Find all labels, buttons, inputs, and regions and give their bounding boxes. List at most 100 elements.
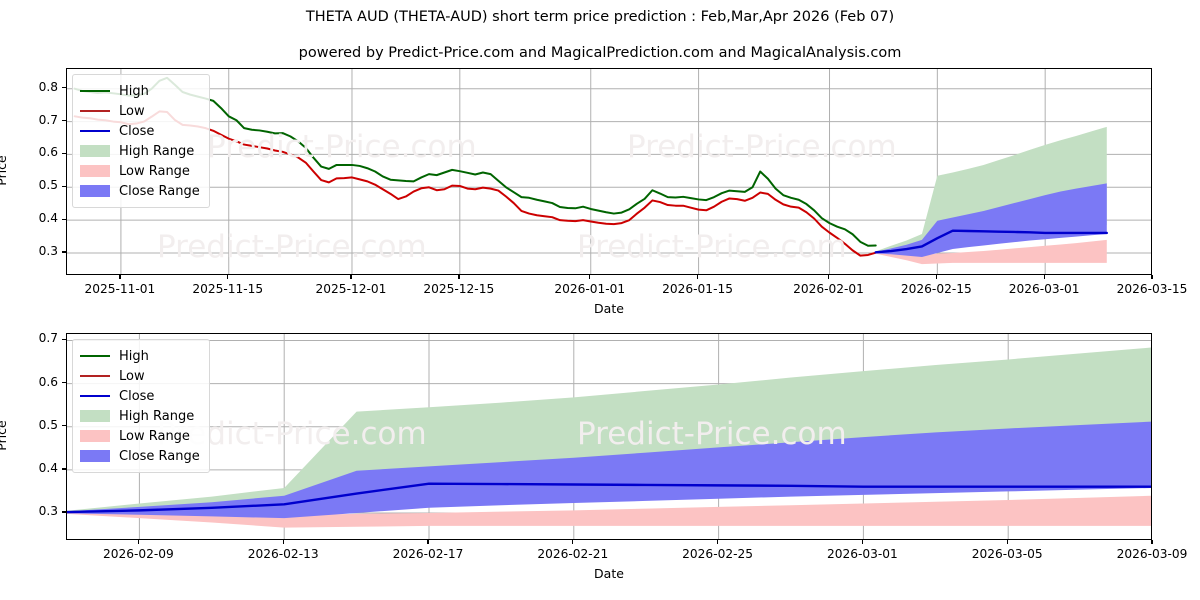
x-tick-mark <box>119 275 121 279</box>
legend-item[interactable]: High <box>80 81 200 101</box>
x-tick-label: 2025-11-15 <box>192 282 264 296</box>
x-tick-mark <box>1006 540 1008 544</box>
legend-item[interactable]: Low Range <box>80 426 200 446</box>
x-tick-mark <box>572 540 574 544</box>
x-tick-label: 2026-02-21 <box>537 547 609 561</box>
x-tick-label: 2026-03-05 <box>971 547 1043 561</box>
y-tick-mark <box>62 152 66 155</box>
overview-x-axis-label: Date <box>594 301 624 316</box>
overview-legend: High Low Close High Range Low Range Close Ran… <box>72 74 210 208</box>
legend-patch-swatch <box>80 430 110 442</box>
x-tick-label: 2026-02-15 <box>900 282 972 296</box>
y-tick-mark <box>62 468 66 470</box>
legend-item-label: Low <box>119 103 145 119</box>
y-tick-label: 0.5 <box>38 417 58 432</box>
y-tick-mark <box>62 185 66 187</box>
y-tick-label: 0.4 <box>38 460 58 475</box>
legend-item[interactable]: High Range <box>80 141 200 161</box>
x-tick-mark <box>227 275 229 279</box>
x-tick-label: 2025-12-15 <box>423 282 495 296</box>
x-tick-label: 2026-01-15 <box>662 282 733 296</box>
legend-item-label: High <box>119 83 149 99</box>
legend-item-label: High Range <box>119 143 195 159</box>
legend-item-label: Close Range <box>119 448 200 464</box>
legend-line-swatch <box>80 375 110 377</box>
legend-item-label: Low <box>119 368 145 384</box>
y-tick-label: 0.3 <box>38 244 58 258</box>
legend-item[interactable]: Close Range <box>80 181 200 201</box>
y-tick-label: 0.7 <box>38 331 58 346</box>
x-tick-mark <box>350 275 352 279</box>
legend-item[interactable]: Low Range <box>80 161 200 181</box>
forecast-x-axis-label: Date <box>594 566 624 581</box>
forecast-plot-svg <box>67 334 1151 539</box>
y-tick-label: 0.7 <box>38 112 58 127</box>
x-tick-mark <box>696 275 699 279</box>
legend-item[interactable]: High <box>80 346 200 366</box>
y-tick-mark <box>62 381 66 384</box>
y-tick-mark <box>62 218 66 220</box>
y-tick-label: 0.8 <box>38 79 58 94</box>
x-tick-label: 2026-03-01 <box>1008 282 1080 296</box>
legend-item[interactable]: Close Range <box>80 446 200 466</box>
y-tick-label: 0.6 <box>38 374 58 389</box>
legend-line-swatch <box>80 110 110 112</box>
x-tick-mark <box>827 275 830 279</box>
x-tick-label: 2026-02-01 <box>793 282 864 296</box>
x-tick-label: 2026-01-01 <box>554 282 626 296</box>
y-tick-mark <box>62 87 66 89</box>
legend-patch-swatch <box>80 410 110 422</box>
forecast-y-axis-label: Price <box>0 419 9 451</box>
legend-item-label: Low Range <box>119 163 190 179</box>
x-tick-label: 2025-11-01 <box>84 282 156 296</box>
legend-item-label: Close <box>119 123 155 139</box>
x-tick-label: 2026-03-09 <box>1116 547 1188 561</box>
x-tick-mark <box>1151 540 1153 544</box>
legend-item-label: Close Range <box>119 183 200 199</box>
legend-item[interactable]: Low <box>80 366 200 386</box>
x-tick-mark <box>458 275 460 279</box>
legend-item[interactable]: High Range <box>80 406 200 426</box>
x-tick-label: 2026-02-13 <box>247 547 319 561</box>
legend-patch-swatch <box>80 165 110 177</box>
x-tick-mark <box>935 275 938 279</box>
page-subtitle: powered by Predict-Price.com and Magical… <box>298 45 902 61</box>
legend-item[interactable]: Close <box>80 121 200 141</box>
legend-patch-swatch <box>80 145 110 157</box>
legend-line-swatch <box>80 395 110 397</box>
forecast-legend: High Low Close High Range Low Range Close Ran… <box>72 339 210 473</box>
legend-item-label: Close <box>119 388 155 404</box>
x-tick-label: 2026-03-15 <box>1116 282 1188 296</box>
overview-plot-svg <box>67 69 1151 274</box>
legend-line-swatch <box>80 355 110 357</box>
legend-item-label: High Range <box>119 408 195 424</box>
x-tick-mark <box>1043 275 1045 279</box>
x-tick-mark <box>717 540 719 544</box>
x-tick-mark <box>589 275 591 279</box>
forecast-plot-area: Predict-Price.com Predict-Price.com <box>66 333 1152 540</box>
y-tick-mark <box>62 425 66 427</box>
legend-line-swatch <box>80 90 110 92</box>
y-tick-label: 0.4 <box>38 211 58 226</box>
x-tick-label: 2025-12-01 <box>315 282 387 296</box>
x-tick-mark <box>282 540 284 544</box>
legend-patch-swatch <box>80 450 110 462</box>
y-tick-mark <box>62 511 66 513</box>
y-tick-mark <box>62 251 66 253</box>
x-tick-label: 2026-02-09 <box>102 547 174 561</box>
x-tick-mark <box>1151 275 1153 279</box>
legend-line-swatch <box>80 130 110 132</box>
y-tick-label: 0.3 <box>38 503 58 518</box>
legend-patch-swatch <box>80 185 110 197</box>
legend-item[interactable]: Close <box>80 386 200 406</box>
x-tick-label: 2026-03-01 <box>826 547 898 561</box>
y-tick-label: 0.5 <box>38 178 58 193</box>
x-tick-mark <box>861 540 864 544</box>
y-tick-mark <box>62 119 66 122</box>
y-tick-label: 0.6 <box>38 145 58 160</box>
x-tick-label: 2026-02-25 <box>682 547 753 561</box>
legend-item-label: High <box>119 348 149 364</box>
legend-item-label: Low Range <box>119 428 190 444</box>
legend-item[interactable]: Low <box>80 101 200 121</box>
